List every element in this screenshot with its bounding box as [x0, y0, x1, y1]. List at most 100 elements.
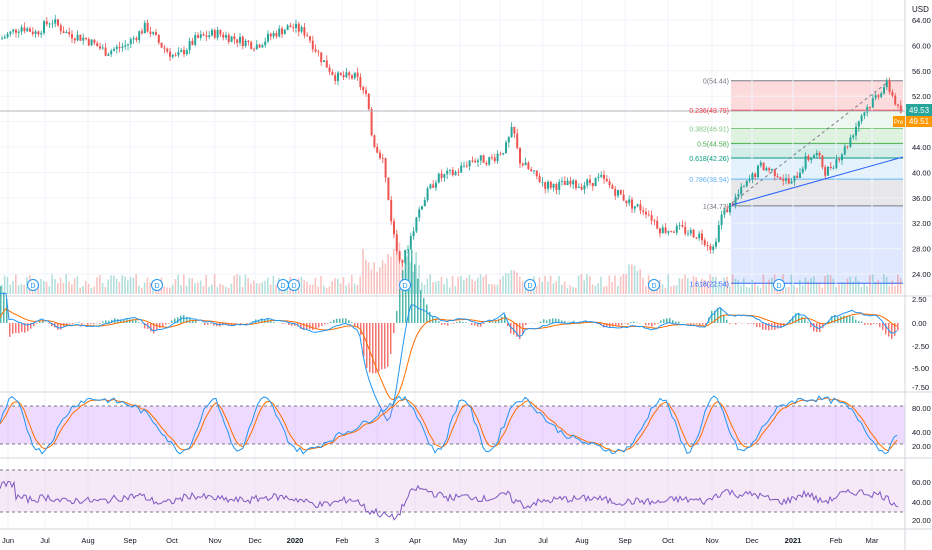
trendline-lower[interactable]: [731, 156, 904, 206]
trendline-dashed[interactable]: [731, 81, 889, 204]
macd-histogram-bar: [420, 290, 422, 323]
candle-body: [519, 147, 521, 164]
volume-bar: [239, 275, 241, 294]
candle-body: [127, 44, 129, 46]
fibonacci-retracement-zones[interactable]: [731, 80, 903, 284]
volume-bar: [423, 284, 426, 294]
candle-body: [656, 220, 659, 229]
macd-pane[interactable]: [0, 249, 899, 422]
volume-bar: [743, 278, 745, 294]
macd-histogram-bar: [108, 320, 110, 323]
pane-separators[interactable]: [0, 295, 932, 530]
dividend-marker[interactable]: [524, 279, 536, 291]
macd-histogram-bar: [720, 308, 722, 323]
candle-body: [255, 44, 258, 50]
volume-bar: [337, 278, 339, 294]
candle-body: [99, 46, 101, 49]
macd-histogram-bar: [144, 323, 146, 329]
macd-histogram-bar: [6, 298, 8, 323]
volume-bar: [171, 284, 174, 294]
time-tick-label: Jul: [538, 536, 548, 545]
dividend-marker-label: D: [776, 283, 781, 290]
volume-bar: [762, 274, 765, 294]
macd-histogram-bar: [618, 323, 620, 326]
volume-bar: [804, 277, 807, 294]
macd-histogram-bar: [510, 323, 512, 334]
candle-body: [631, 199, 633, 209]
dividend-marker-label: D: [402, 283, 407, 290]
volume-bar: [328, 286, 331, 294]
volume-bar: [583, 280, 585, 294]
volume-bar: [211, 284, 213, 294]
macd-histogram-bar: [21, 323, 23, 332]
candle-body: [670, 231, 673, 232]
candle-body: [608, 181, 611, 186]
volume-bar: [818, 282, 821, 294]
candle-body: [555, 184, 558, 190]
macd-histogram-bar: [879, 323, 881, 328]
dividend-marker[interactable]: [151, 279, 163, 291]
volume-bar: [208, 286, 210, 294]
macd-histogram-bar: [750, 323, 752, 324]
macd-histogram-bar: [861, 321, 863, 323]
dividend-marker[interactable]: [773, 279, 785, 291]
volume-bar: [71, 284, 73, 294]
candle-body: [799, 172, 801, 178]
candle-body: [138, 31, 141, 41]
candle-body: [846, 146, 849, 148]
candle-body: [289, 25, 292, 28]
trendlines[interactable]: [0, 81, 905, 206]
dividend-marker[interactable]: [399, 279, 411, 291]
volume-bar: [855, 276, 857, 294]
volume-bar: [740, 285, 742, 294]
volume-bar: [174, 279, 177, 294]
volume-bar: [110, 275, 112, 294]
volume-bar: [331, 281, 333, 294]
candle-body: [152, 32, 155, 34]
volume-bar: [146, 277, 149, 294]
volume-bar: [407, 255, 409, 294]
volume-bar: [351, 275, 353, 294]
volume-bar: [897, 274, 899, 294]
volume-bar: [320, 275, 322, 294]
volume-bar: [267, 277, 269, 294]
volume-bar: [605, 285, 608, 294]
candle-body: [328, 67, 331, 72]
candle-body: [533, 170, 535, 172]
rsi-pane[interactable]: [0, 469, 905, 521]
volume-bar: [233, 275, 235, 294]
volume-bar: [681, 278, 683, 294]
volume-bar: [720, 286, 723, 294]
volume-bar: [225, 286, 227, 294]
price-scale[interactable]: USD: [904, 0, 929, 550]
volume-bar: [771, 277, 773, 294]
candle-body: [54, 19, 57, 24]
volume-bar: [748, 287, 751, 294]
dividend-marker[interactable]: [288, 279, 300, 291]
candle-body: [34, 31, 37, 35]
candle-body: [653, 220, 656, 222]
macd-histogram-bar: [261, 318, 263, 323]
dividend-marker[interactable]: [27, 279, 39, 291]
macd-histogram-bar: [885, 323, 887, 335]
candle-body: [813, 155, 815, 159]
macd-histogram-bar: [693, 323, 695, 324]
volume-bar: [608, 275, 611, 294]
volume-bar: [183, 274, 185, 294]
macd-histogram-bar: [627, 323, 629, 325]
volume-bar: [715, 276, 717, 294]
candle-body: [513, 126, 516, 134]
macd-histogram-bar: [150, 323, 152, 332]
volume-bar: [323, 285, 325, 294]
time-scale[interactable]: Jun Jul Aug Sep Oct Nov Dec 2020 Feb 3 Apr May Jun Ju…: [2, 536, 879, 545]
candle-body: [272, 33, 275, 37]
macd-histogram-bar: [882, 323, 884, 331]
macd-histogram-bar: [216, 323, 218, 327]
dividend-marker[interactable]: [648, 279, 660, 291]
macd-histogram-bar: [453, 323, 455, 324]
macd-histogram-bar: [876, 323, 878, 324]
stochastic-pane[interactable]: [0, 395, 905, 455]
candle-body: [325, 60, 328, 68]
